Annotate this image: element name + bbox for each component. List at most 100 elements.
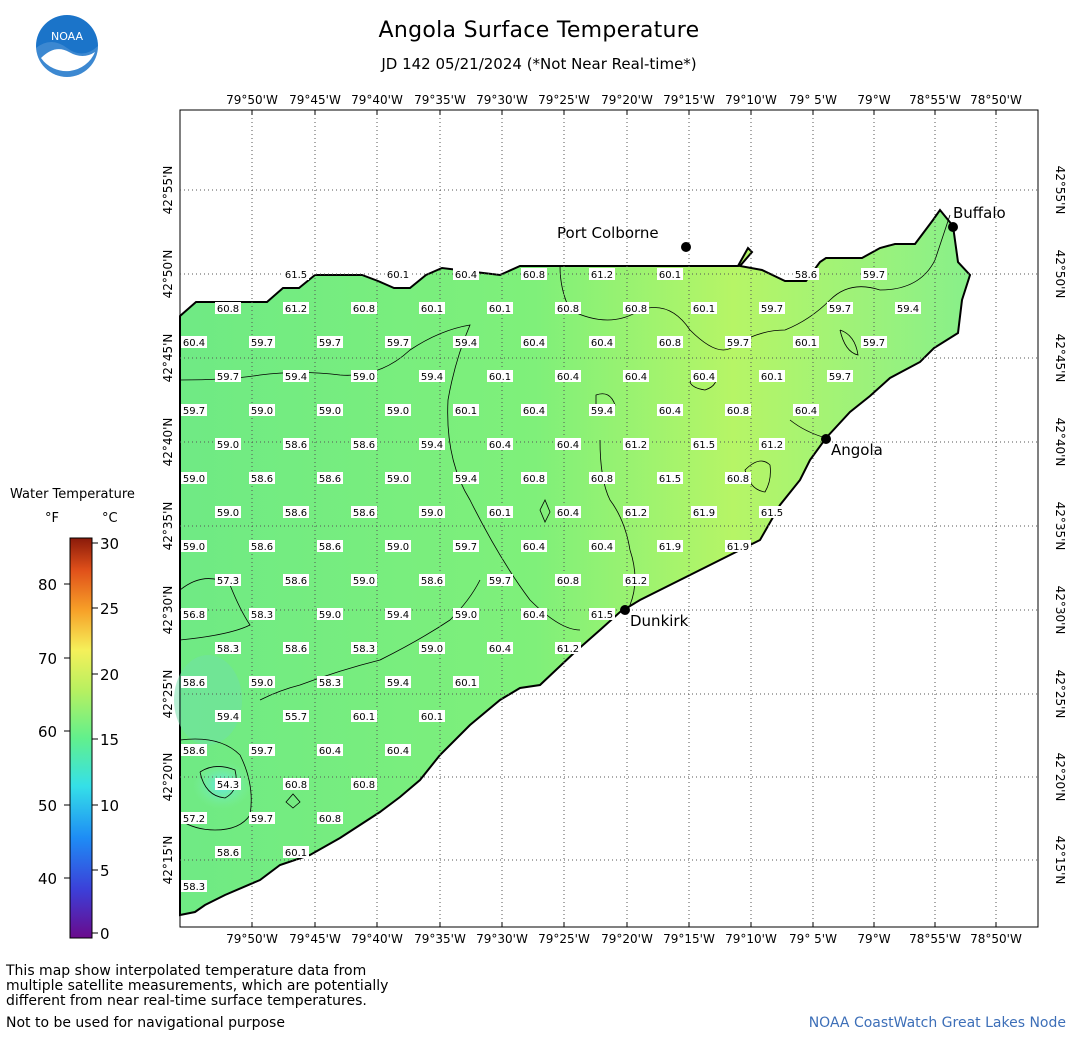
temperature-value-text: 59.4 [421, 440, 443, 451]
temperature-value-text: 59.7 [251, 814, 273, 825]
temperature-value-text: 59.7 [387, 338, 409, 349]
temperature-value: 60.4 [181, 336, 207, 349]
temperature-value: 59.4 [385, 608, 411, 621]
temperature-value-text: 60.8 [557, 576, 579, 587]
temperature-value-text: 59.4 [591, 406, 613, 417]
temperature-value: 59.0 [317, 404, 343, 417]
latitude-label: 42°20'N [1053, 753, 1067, 802]
temperature-value-text: 60.4 [557, 508, 579, 519]
temperature-value-text: 60.4 [455, 270, 477, 281]
temperature-value-text: 58.6 [319, 474, 341, 485]
longitude-label: 79°45'W [289, 932, 341, 946]
temperature-value-text: 59.7 [761, 304, 783, 315]
temperature-value-text: 60.1 [455, 406, 477, 417]
longitude-label: 79°15'W [663, 932, 715, 946]
temperature-value-text: 58.6 [217, 848, 239, 859]
temperature-value: 59.0 [215, 506, 241, 519]
temperature-value-text: 60.4 [693, 372, 715, 383]
latitude-label: 42°30'N [1053, 586, 1067, 635]
temperature-value: 60.1 [453, 404, 479, 417]
temperature-value: 59.4 [215, 710, 241, 723]
temperature-value-text: 61.5 [693, 440, 715, 451]
temperature-value-text: 61.2 [285, 304, 307, 315]
temperature-value: 60.1 [453, 676, 479, 689]
legend-f-tick: 40 [38, 870, 57, 888]
temperature-value: 60.8 [215, 302, 241, 315]
legend-tick-labels: 80 70 60 50 40 30 25 20 15 10 5 0 [38, 535, 119, 943]
temperature-value: 60.8 [725, 404, 751, 417]
temperature-value-text: 60.1 [659, 270, 681, 281]
temperature-value: 59.7 [215, 370, 241, 383]
temperature-value: 60.8 [283, 778, 309, 791]
temperature-value-text: 59.0 [183, 542, 205, 553]
temperature-value-text: 61.9 [693, 508, 715, 519]
temperature-value: 57.3 [215, 574, 241, 587]
temperature-value: 61.2 [623, 574, 649, 587]
note-line: different from near real-time surface te… [6, 993, 367, 1009]
temperature-value: 60.4 [623, 370, 649, 383]
temperature-value: 59.7 [827, 302, 853, 315]
temperature-value: 58.6 [317, 540, 343, 553]
latitude-label: 42°35'N [1053, 502, 1067, 551]
temperature-value-text: 58.6 [285, 440, 307, 451]
temperature-value: 56.8 [181, 608, 207, 621]
temperature-value-text: 58.6 [285, 508, 307, 519]
longitude-label: 79°25'W [538, 93, 590, 107]
temperature-value: 60.8 [521, 268, 547, 281]
temperature-value: 58.3 [215, 642, 241, 655]
temperature-value: 60.1 [657, 268, 683, 281]
legend-title: Water Temperature [10, 487, 135, 502]
temperature-value: 61.2 [623, 438, 649, 451]
temperature-value: 59.0 [385, 472, 411, 485]
temperature-value-text: 61.9 [727, 542, 749, 553]
temperature-value-text: 57.3 [217, 576, 239, 587]
longitude-labels-top: 79°50'W 79°45'W 79°40'W 79°35'W 79°30'W 79°25… [226, 93, 1022, 107]
temperature-value: 61.2 [623, 506, 649, 519]
temperature-value: 60.8 [317, 812, 343, 825]
temperature-value-text: 61.5 [285, 270, 307, 281]
temperature-value: 59.0 [385, 540, 411, 553]
temperature-value: 59.0 [419, 642, 445, 655]
temperature-value-text: 60.1 [489, 508, 511, 519]
temperature-value: 58.6 [249, 540, 275, 553]
temperature-value-text: 60.1 [285, 848, 307, 859]
latitude-label: 42°15'N [1053, 836, 1067, 885]
temperature-value: 61.9 [725, 540, 751, 553]
legend-c-tick: 0 [100, 925, 110, 943]
temperature-value: 60.4 [521, 336, 547, 349]
temperature-value: 58.3 [181, 880, 207, 893]
temperature-value-text: 59.7 [863, 270, 885, 281]
temperature-value: 59.0 [385, 404, 411, 417]
longitude-label: 78°50'W [970, 93, 1022, 107]
temperature-value: 58.3 [317, 676, 343, 689]
temperature-value-text: 59.0 [353, 576, 375, 587]
temperature-value: 60.1 [487, 302, 513, 315]
logo-text: NOAA [51, 30, 84, 43]
latitude-labels-left: 42°55'N 42°50'N 42°45'N 42°40'N 42°35'N 42°30… [161, 166, 175, 885]
temperature-value-text: 60.1 [489, 372, 511, 383]
temperature-value: 59.4 [895, 302, 921, 315]
longitude-label: 79°30'W [476, 93, 528, 107]
temperature-value-text: 60.8 [353, 304, 375, 315]
latitude-label: 42°50'N [1053, 250, 1067, 299]
temperature-value: 59.4 [453, 336, 479, 349]
temperature-value: 60.1 [419, 302, 445, 315]
temperature-value: 59.0 [351, 574, 377, 587]
temperature-value: 58.6 [351, 438, 377, 451]
latitude-label: 42°40'N [161, 418, 175, 467]
temperature-value-text: 61.9 [659, 542, 681, 553]
temperature-value: 58.3 [249, 608, 275, 621]
temperature-value: 61.2 [759, 438, 785, 451]
temperature-value-text: 59.4 [387, 610, 409, 621]
temperature-value-text: 60.8 [659, 338, 681, 349]
temperature-value-text: 58.3 [217, 644, 239, 655]
longitude-label: 79°10'W [725, 93, 777, 107]
temperature-value: 60.4 [555, 506, 581, 519]
longitude-label: 78°55'W [909, 93, 961, 107]
temperature-value-text: 59.0 [251, 678, 273, 689]
city-label: Buffalo [953, 204, 1006, 222]
temperature-value-text: 59.0 [183, 474, 205, 485]
latitude-label: 42°55'N [161, 166, 175, 215]
temperature-value-text: 59.0 [387, 542, 409, 553]
